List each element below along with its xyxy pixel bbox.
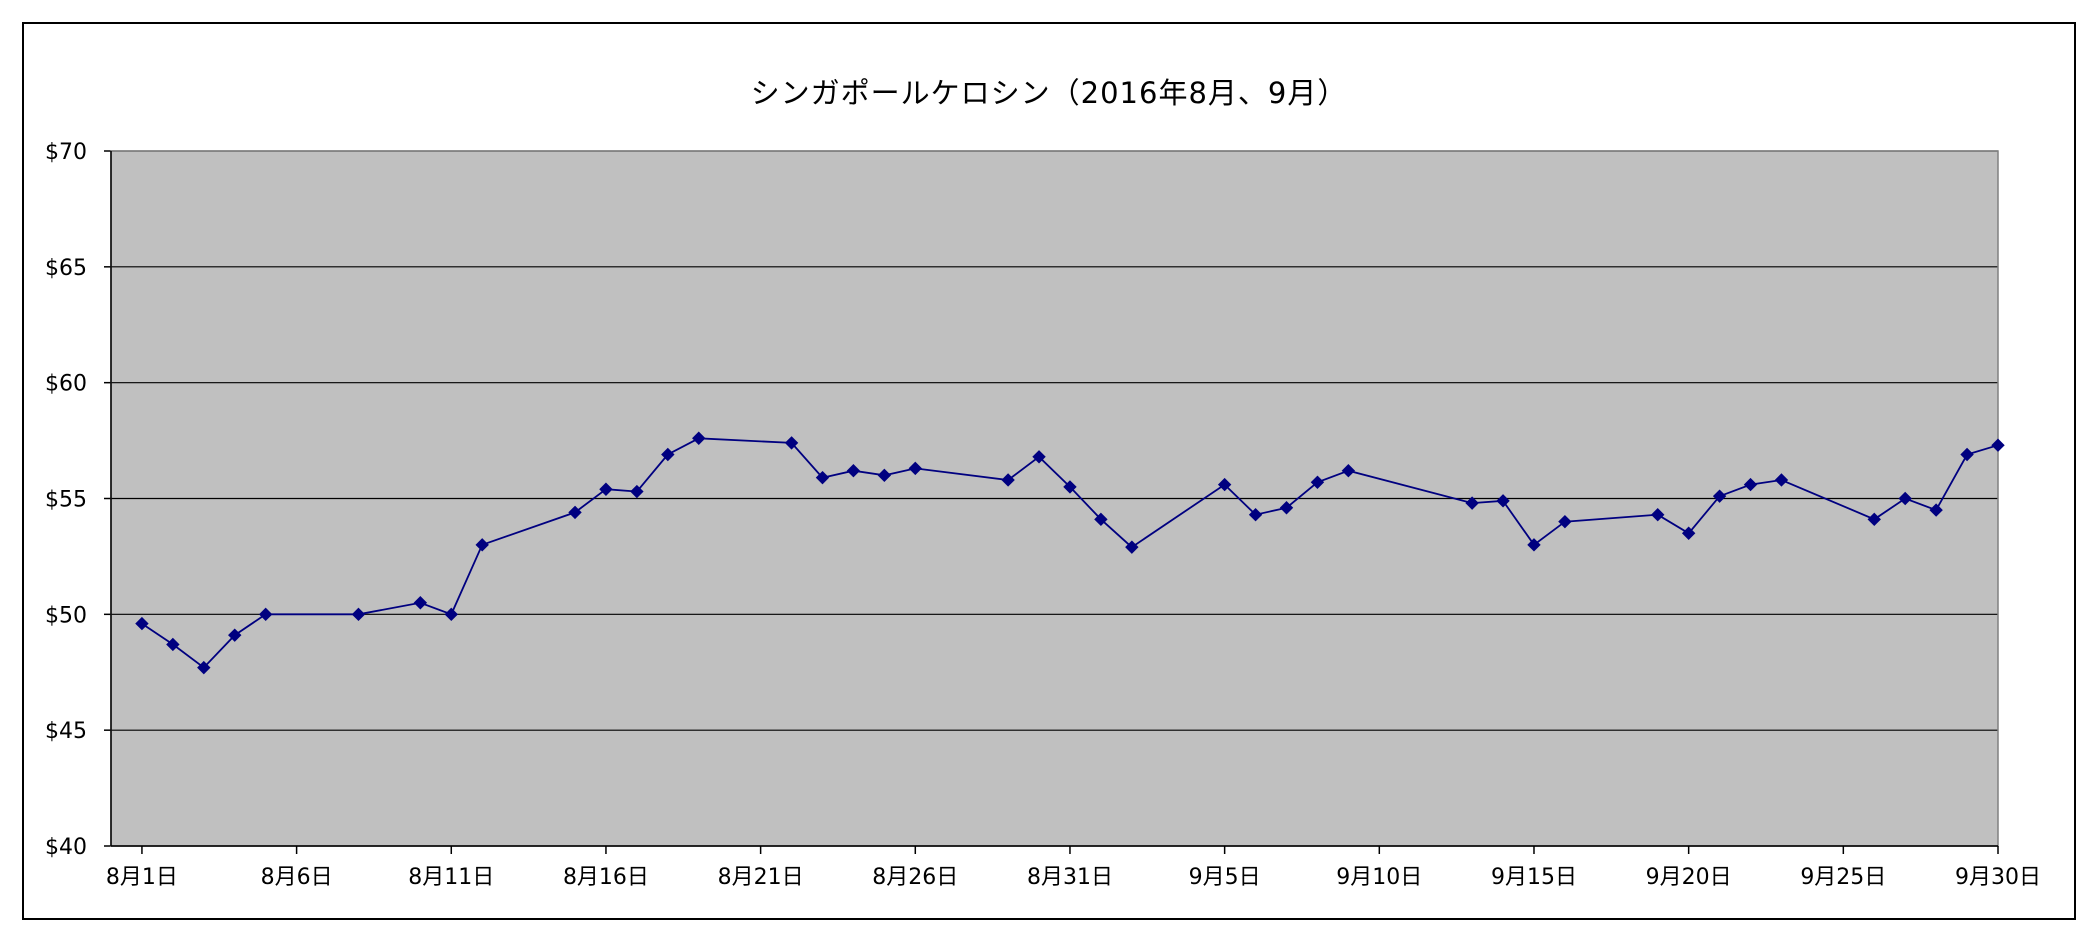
- data-point: [1310, 475, 1325, 489]
- data-point: [630, 484, 644, 499]
- data-point: [1960, 447, 1974, 462]
- x-tick-label: 8月31日: [1027, 865, 1113, 890]
- data-point: [444, 607, 458, 622]
- data-point: [815, 470, 830, 485]
- data-point: [351, 607, 366, 622]
- axes: $40 $45 $50 $55 $60 $65 $70 8月1日 8月6日 8月11日 8月16日 8…: [45, 140, 2041, 890]
- data-point: [692, 431, 706, 445]
- y-tick-label: $70: [45, 140, 87, 165]
- data-point: [1248, 508, 1263, 522]
- data-point: [1712, 489, 1727, 503]
- x-tick-label: 8月11日: [408, 865, 494, 890]
- x-tick-label: 8月6日: [261, 865, 333, 890]
- data-point: [135, 616, 149, 631]
- data-point: [1063, 480, 1077, 494]
- y-tick-label: $65: [45, 256, 87, 281]
- data-point: [1032, 450, 1046, 464]
- data-point: [1217, 477, 1232, 492]
- data-point: [1527, 538, 1541, 552]
- y-tick-label: $45: [45, 719, 87, 744]
- data-point: [1898, 491, 1912, 506]
- data-point: [1929, 503, 1943, 517]
- data-point: [784, 436, 799, 450]
- data-point: [1279, 501, 1294, 515]
- data-point: [846, 463, 861, 478]
- x-tick-label: 8月26日: [872, 865, 958, 890]
- data-point: [568, 505, 582, 520]
- data-point: [1991, 438, 2005, 452]
- x-tick-label: 8月1日: [106, 865, 178, 890]
- data-point: [228, 628, 242, 642]
- data-point: [599, 482, 613, 496]
- series-kerosene: [135, 431, 2005, 675]
- data-point: [1341, 463, 1356, 478]
- data-point: [877, 468, 892, 483]
- data-point: [1001, 473, 1015, 487]
- y-tick-label: $50: [45, 603, 87, 628]
- x-tick-label: 8月21日: [718, 865, 804, 890]
- x-tick-label: 9月10日: [1336, 865, 1422, 890]
- data-point: [1743, 477, 1758, 492]
- data-point: [475, 538, 489, 552]
- x-tick-label: 9月15日: [1491, 865, 1577, 890]
- data-point: [1774, 473, 1789, 487]
- y-tick-label: $55: [45, 488, 87, 513]
- data-point: [1465, 496, 1479, 510]
- data-point: [1681, 526, 1696, 540]
- data-point: [197, 660, 211, 675]
- x-tick-label: 9月30日: [1955, 865, 2041, 890]
- x-tick-label: 9月25日: [1800, 865, 1886, 890]
- x-tick-label: 9月20日: [1646, 865, 1732, 890]
- y-tick-label: $60: [45, 372, 87, 397]
- data-point: [258, 607, 273, 622]
- x-tick-label: 8月16日: [563, 865, 649, 890]
- x-tick-label: 9月5日: [1189, 865, 1261, 890]
- y-tick-label: $40: [45, 835, 87, 860]
- data-point: [1094, 512, 1108, 527]
- data-point: [413, 596, 428, 610]
- data-point: [1651, 508, 1665, 522]
- data-point: [1125, 540, 1139, 554]
- data-point: [1496, 494, 1510, 508]
- chart-title: シンガポールケロシン（2016年8月、9月）: [750, 76, 1348, 110]
- data-point: [908, 461, 923, 476]
- data-point: [1558, 514, 1572, 529]
- data-point: [1867, 512, 1881, 527]
- data-point: [661, 447, 675, 462]
- data-point: [166, 637, 180, 652]
